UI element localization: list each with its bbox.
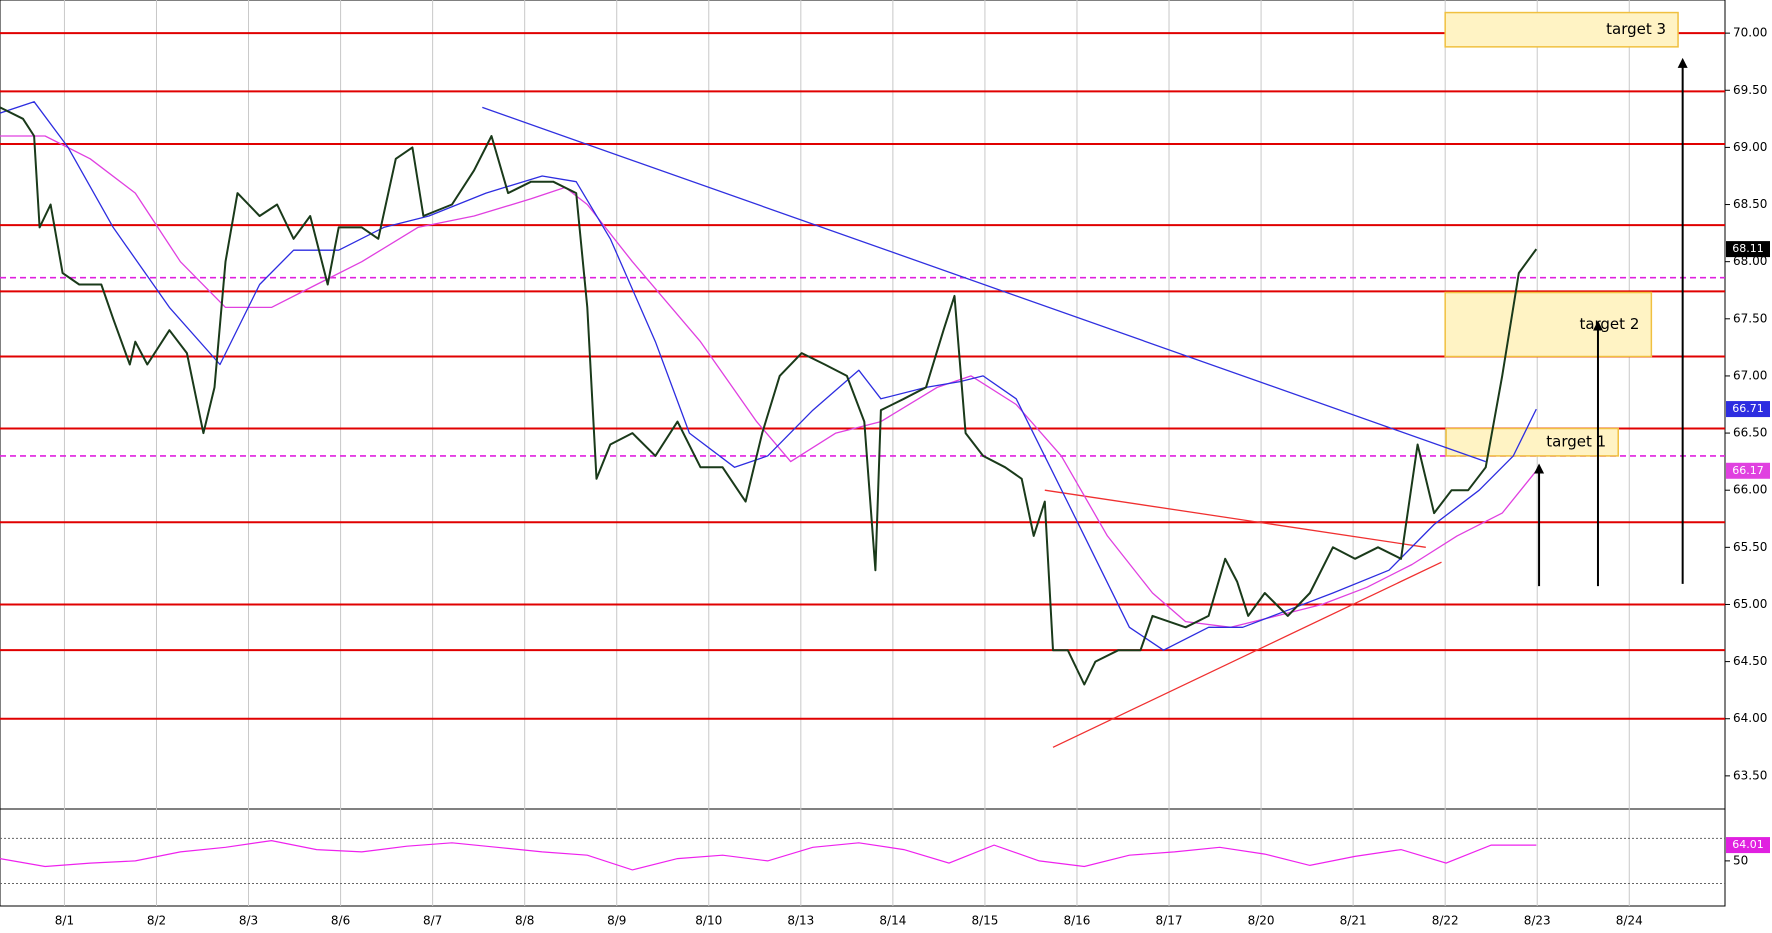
x-tick-label: 8/14 [879, 914, 906, 928]
y-tick-label: 66.00 [1733, 483, 1767, 497]
x-tick-label: 8/2 [147, 914, 166, 928]
price-tag: 66.17 [1732, 464, 1764, 477]
x-tick-label: 8/8 [515, 914, 534, 928]
x-tick-label: 8/16 [1063, 914, 1090, 928]
x-tick-label: 8/24 [1616, 914, 1643, 928]
series-line [0, 106, 1538, 686]
y-tick-label: 64.00 [1733, 711, 1767, 725]
x-tick-label: 8/6 [331, 914, 350, 928]
price-tag: 66.71 [1732, 402, 1764, 415]
x-tick-label: 8/13 [787, 914, 814, 928]
y-tick-label: 65.50 [1733, 540, 1767, 554]
y-tick-label: 66.50 [1733, 426, 1767, 440]
x-tick-label: 8/15 [971, 914, 998, 928]
x-tick-label: 8/20 [1248, 914, 1275, 928]
trend-line [1044, 489, 1426, 548]
y-tick-label: 67.00 [1733, 368, 1767, 382]
x-tick-label: 8/1 [55, 914, 74, 928]
target-box [1444, 11, 1679, 48]
target-box [1445, 427, 1619, 457]
series-line [0, 135, 1537, 628]
x-tick-label: 8/9 [607, 914, 626, 928]
rsi-line [0, 839, 1537, 871]
price-tag-box [1726, 837, 1770, 854]
price-tag-box [1726, 241, 1770, 258]
series-line [0, 101, 1537, 651]
y-tick-label: 68.50 [1733, 197, 1767, 211]
y-tick-label: 69.00 [1733, 140, 1767, 154]
target-label: target 3 [1606, 20, 1666, 38]
x-tick-label: 8/10 [695, 914, 722, 928]
target-label: target 2 [1579, 315, 1639, 333]
price-tag-box [1726, 462, 1770, 479]
x-tick-label: 8/3 [239, 914, 258, 928]
rsi-tick-label: 50 [1733, 853, 1748, 867]
x-tick-label: 8/7 [423, 914, 442, 928]
y-tick-label: 63.50 [1733, 768, 1767, 782]
trend-line [482, 106, 1486, 463]
x-tick-label: 8/22 [1432, 914, 1459, 928]
y-tick-label: 65.00 [1733, 597, 1767, 611]
price-tag: 68.11 [1732, 242, 1764, 255]
y-tick-label: 67.50 [1733, 311, 1767, 325]
plot-frame [0, 0, 1726, 907]
y-tick-label: 70.00 [1733, 26, 1767, 40]
y-tick-label: 69.50 [1733, 83, 1767, 97]
y-tick-label: 68.00 [1733, 254, 1767, 268]
price-tag: 64.01 [1732, 838, 1764, 851]
trend-line [1052, 561, 1442, 748]
y-tick-label: 64.50 [1733, 654, 1767, 668]
x-tick-label: 8/21 [1340, 914, 1367, 928]
target-label: target 1 [1546, 433, 1606, 451]
target-box [1444, 291, 1653, 358]
x-tick-label: 8/17 [1156, 914, 1183, 928]
x-tick-label: 8/23 [1524, 914, 1551, 928]
price-tag-box [1726, 401, 1770, 418]
